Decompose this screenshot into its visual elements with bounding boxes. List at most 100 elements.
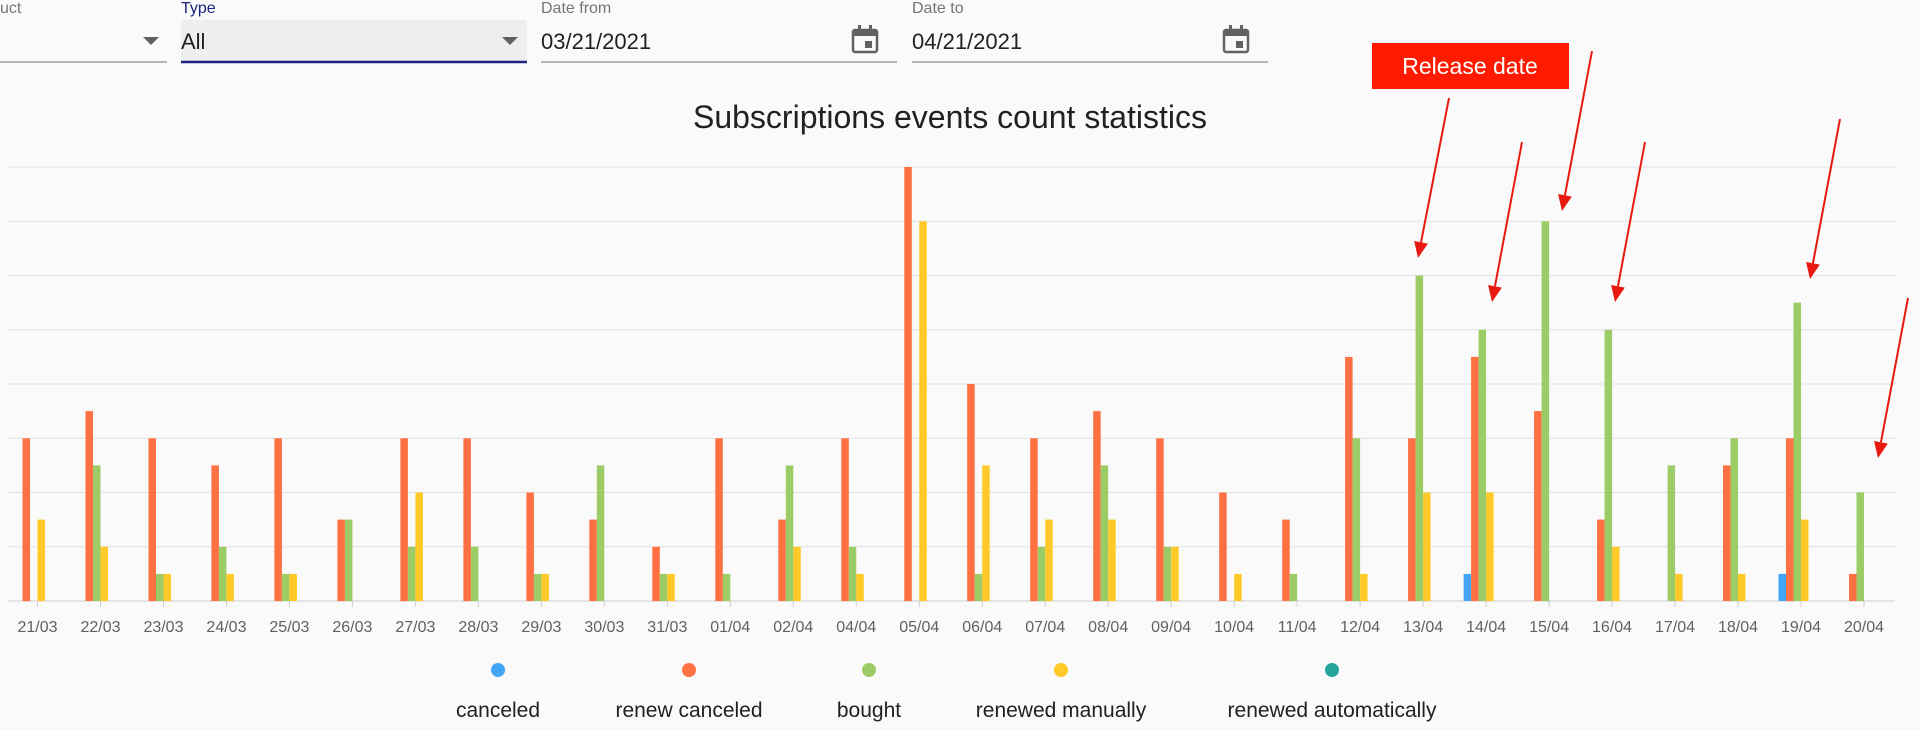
bar-renewed-manually-29-03[interactable] xyxy=(541,573,549,601)
bar-renew-canceled-23-03[interactable] xyxy=(148,438,157,602)
bar-renewed-manually-17-04[interactable] xyxy=(1675,573,1683,601)
bar-renew-canceled-09-04[interactable] xyxy=(1156,438,1164,602)
bar-bought-01-04[interactable] xyxy=(722,573,731,601)
bar-renew-canceled-28-03[interactable] xyxy=(463,438,471,602)
bar-renew-canceled-14-04[interactable] xyxy=(1471,356,1479,601)
bar-renewed-manually-06-04[interactable] xyxy=(982,465,990,601)
bar-renew-canceled-20-04[interactable] xyxy=(1849,573,1857,601)
bar-renew-canceled-06-04[interactable] xyxy=(967,384,975,601)
bar-renewed-manually-13-04[interactable] xyxy=(1423,492,1431,602)
date-to-value: 04/21/2021 xyxy=(912,29,1022,54)
bar-renewed-manually-08-04[interactable] xyxy=(1108,519,1116,601)
bar-bought-17-04[interactable] xyxy=(1667,465,1676,601)
calendar-icon[interactable] xyxy=(851,25,879,54)
bar-renewed-manually-05-04[interactable] xyxy=(919,221,927,602)
bar-bought-31-03[interactable] xyxy=(659,573,668,601)
bar-renew-canceled-10-04[interactable] xyxy=(1219,492,1227,602)
bar-canceled-19-04[interactable] xyxy=(1778,573,1787,601)
bar-renew-canceled-13-04[interactable] xyxy=(1408,438,1416,602)
bar-canceled-14-04[interactable] xyxy=(1463,573,1472,601)
bar-renew-canceled-31-03[interactable] xyxy=(652,546,660,602)
bar-renewed-manually-25-03[interactable] xyxy=(289,573,297,601)
bar-renew-canceled-07-04[interactable] xyxy=(1030,438,1038,602)
bar-renew-canceled-15-04[interactable] xyxy=(1534,411,1542,601)
bar-bought-23-03[interactable] xyxy=(156,573,164,601)
legend-item-canceled[interactable]: canceled xyxy=(456,663,540,722)
x-tick-label: 29/03 xyxy=(521,619,561,636)
date-from-value: 03/21/2021 xyxy=(541,29,651,54)
bar-bought-14-04[interactable] xyxy=(1478,329,1487,602)
chevron-down-icon[interactable] xyxy=(143,37,159,45)
release-date-annotation: Release date xyxy=(1372,43,1909,458)
bar-renewed-manually-22-03[interactable] xyxy=(100,546,109,602)
x-tick-label: 23/03 xyxy=(143,619,183,636)
bar-bought-11-04[interactable] xyxy=(1289,573,1298,601)
legend-item-renewed-manually[interactable]: renewed manually xyxy=(976,663,1147,722)
bar-bought-16-04[interactable] xyxy=(1604,329,1613,602)
bar-renew-canceled-18-04[interactable] xyxy=(1723,465,1731,601)
bar-renewed-manually-24-03[interactable] xyxy=(226,573,234,601)
bar-bought-22-03[interactable] xyxy=(93,465,101,601)
bar-renew-canceled-22-03[interactable] xyxy=(85,411,94,601)
bar-renew-canceled-01-04[interactable] xyxy=(715,438,723,602)
bar-bought-27-03[interactable] xyxy=(407,546,416,602)
x-tick-label: 13/04 xyxy=(1403,619,1443,636)
chevron-down-icon[interactable] xyxy=(502,37,518,45)
bar-renewed-manually-10-04[interactable] xyxy=(1234,573,1242,601)
date-to-field[interactable]: Date to 04/21/2021 xyxy=(912,0,1268,63)
bar-renewed-manually-23-03[interactable] xyxy=(163,573,172,601)
bar-renewed-manually-19-04[interactable] xyxy=(1801,519,1809,601)
bar-renew-canceled-21-03[interactable] xyxy=(22,438,31,602)
type-select[interactable]: Type All xyxy=(181,0,527,64)
bar-bought-19-04[interactable] xyxy=(1793,302,1802,601)
product-select[interactable]: uct xyxy=(0,0,167,63)
bar-renew-canceled-08-04[interactable] xyxy=(1093,411,1101,601)
bar-renew-canceled-25-03[interactable] xyxy=(274,438,282,602)
bar-bought-28-03[interactable] xyxy=(470,546,479,602)
bar-renew-canceled-04-04[interactable] xyxy=(841,438,849,602)
bar-renewed-manually-04-04[interactable] xyxy=(856,573,864,601)
bar-bought-07-04[interactable] xyxy=(1037,546,1046,602)
bar-bought-26-03[interactable] xyxy=(344,519,353,601)
bar-renewed-manually-14-04[interactable] xyxy=(1486,492,1494,602)
bar-bought-30-03[interactable] xyxy=(596,465,605,601)
bar-renew-canceled-30-03[interactable] xyxy=(589,519,597,601)
legend-item-renewed-automatically[interactable]: renewed automatically xyxy=(1228,663,1437,722)
bar-renewed-manually-16-04[interactable] xyxy=(1612,546,1620,602)
bar-renew-canceled-27-03[interactable] xyxy=(400,438,408,602)
bar-renew-canceled-02-04[interactable] xyxy=(778,519,786,601)
bar-bought-18-04[interactable] xyxy=(1730,438,1739,602)
bar-renew-canceled-29-03[interactable] xyxy=(526,492,534,602)
bar-renew-canceled-05-04[interactable] xyxy=(904,167,912,601)
bar-renewed-manually-21-03[interactable] xyxy=(37,519,46,601)
bar-renew-canceled-12-04[interactable] xyxy=(1345,356,1353,601)
bar-renewed-manually-12-04[interactable] xyxy=(1360,573,1368,601)
bar-bought-09-04[interactable] xyxy=(1163,546,1172,602)
legend-item-renew-canceled[interactable]: renew canceled xyxy=(615,663,763,722)
bar-renew-canceled-11-04[interactable] xyxy=(1282,519,1290,601)
bar-bought-12-04[interactable] xyxy=(1352,438,1361,602)
bar-bought-08-04[interactable] xyxy=(1100,465,1109,601)
bar-bought-06-04[interactable] xyxy=(974,573,983,601)
bar-renew-canceled-24-03[interactable] xyxy=(211,465,219,601)
bar-renew-canceled-19-04[interactable] xyxy=(1786,438,1794,602)
bar-bought-29-03[interactable] xyxy=(533,573,542,601)
bar-bought-20-04[interactable] xyxy=(1856,492,1865,602)
bar-renew-canceled-26-03[interactable] xyxy=(337,519,345,601)
bar-bought-02-04[interactable] xyxy=(785,465,794,601)
bar-renewed-manually-07-04[interactable] xyxy=(1045,519,1053,601)
bar-renewed-manually-02-04[interactable] xyxy=(793,546,801,602)
bar-bought-04-04[interactable] xyxy=(848,546,857,602)
bar-bought-13-04[interactable] xyxy=(1415,275,1424,602)
bar-renewed-manually-31-03[interactable] xyxy=(667,573,675,601)
calendar-icon[interactable] xyxy=(1222,25,1250,54)
date-from-field[interactable]: Date from 03/21/2021 xyxy=(541,0,897,63)
bar-bought-25-03[interactable] xyxy=(281,573,290,601)
legend-item-bought[interactable]: bought xyxy=(837,663,901,722)
bar-bought-15-04[interactable] xyxy=(1541,221,1550,602)
bar-renewed-manually-27-03[interactable] xyxy=(415,492,423,602)
bar-renewed-manually-09-04[interactable] xyxy=(1171,546,1179,602)
bar-renew-canceled-16-04[interactable] xyxy=(1597,519,1605,601)
bar-renewed-manually-18-04[interactable] xyxy=(1738,573,1746,601)
bar-bought-24-03[interactable] xyxy=(218,546,227,602)
